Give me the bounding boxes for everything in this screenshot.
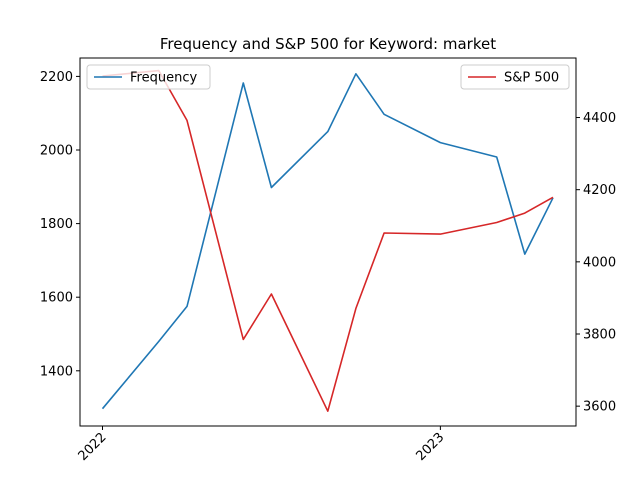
legend-frequency: Frequency <box>86 64 211 90</box>
y-left-tick-label: 2000 <box>40 144 73 159</box>
y-left-tick-label: 1600 <box>40 291 73 306</box>
y-right-tick-label: 4400 <box>583 111 616 126</box>
y-left-tick-label: 2200 <box>40 70 73 85</box>
series-line-frequency <box>101 73 554 410</box>
y-right-tick-label: 3600 <box>583 400 616 415</box>
y-left-tick-label: 1400 <box>40 364 73 379</box>
plot-area: 1400 1600 1800 2000 2200 3600 3800 4000 4200 4400… <box>40 57 616 464</box>
x-tick-label: 2022 <box>76 430 110 464</box>
legend-sp500: S&P 500 <box>460 64 570 90</box>
y-left-tick-label: 1800 <box>40 217 73 232</box>
plot-frame <box>79 57 577 427</box>
y-right-tick-label: 4000 <box>583 255 616 270</box>
legend-frequency-label: Frequency <box>130 71 197 86</box>
legend-sp500-label: S&P 500 <box>504 71 559 86</box>
y-right-tick-label: 4200 <box>583 183 616 198</box>
x-tick-label: 2023 <box>413 430 447 464</box>
legend-frequency-box <box>86 64 211 90</box>
chart-title: Frequency and S&P 500 for Keyword: marke… <box>160 35 496 53</box>
y-right-tick-label: 3800 <box>583 328 616 343</box>
legend-sp500-box <box>460 64 570 90</box>
series-line-s-p-500 <box>102 69 554 413</box>
